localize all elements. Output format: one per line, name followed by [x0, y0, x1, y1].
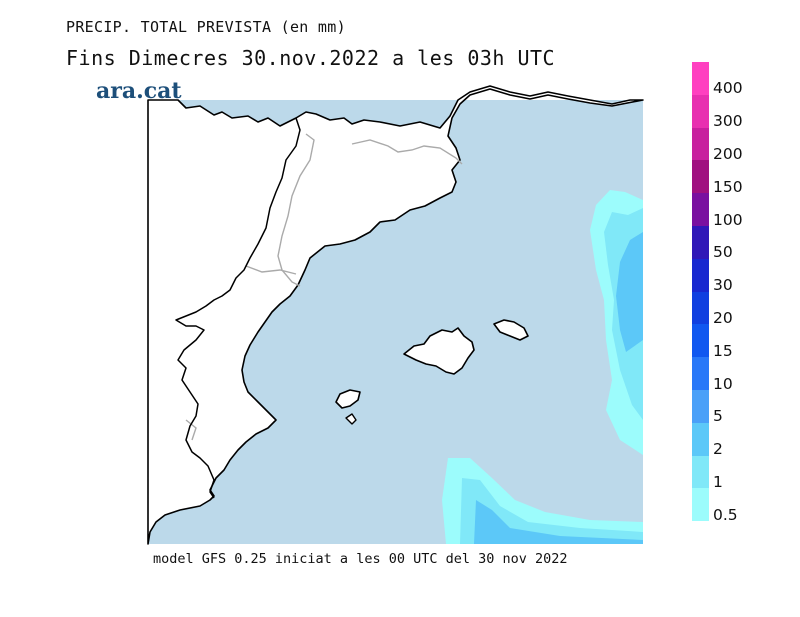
- legend-label-2: 2: [713, 440, 723, 459]
- legend-label-50: 50: [713, 243, 733, 262]
- legend-swatch-10: [692, 357, 709, 390]
- island-eivissa: [335, 389, 361, 409]
- legend-swatch-100: [692, 193, 709, 226]
- model-run-info: model GFS 0.25 iniciat a les 00 UTC del …: [153, 551, 568, 567]
- brand-logo: ara.cat: [96, 78, 182, 104]
- region-borders: [277, 133, 315, 287]
- island-menorca: [493, 319, 529, 341]
- precip-legend: [692, 62, 712, 522]
- legend-label-30: 30: [713, 276, 733, 295]
- legend-label-20: 20: [713, 309, 733, 327]
- region-borders-2: [351, 139, 463, 165]
- chart-title-line2: Fins Dimecres 30.nov.2022 a les 03h UTC: [66, 46, 556, 70]
- legend-label-10: 10: [713, 374, 733, 393]
- legend-swatch-400: [692, 62, 709, 95]
- land-mainland: [147, 85, 644, 545]
- island-formentera: [345, 413, 357, 425]
- legend-label-400: 400: [713, 79, 743, 98]
- legend-swatch-2: [692, 422, 709, 456]
- legend-label-5: 5: [713, 407, 723, 426]
- region-borders-4: [185, 419, 197, 441]
- precip-area-2-east: [616, 232, 643, 352]
- chart-title-line1: PRECIP. TOTAL PREVISTA (en mm): [66, 18, 346, 36]
- legend-swatch-20: [692, 291, 709, 325]
- legend-label-100: 100: [713, 210, 743, 229]
- legend-label-0_5: 0.5: [713, 505, 738, 524]
- legend-swatch-5: [692, 389, 709, 423]
- legend-swatch-0_5: [692, 488, 709, 522]
- legend-label-1: 1: [713, 473, 723, 491]
- legend-swatch-15: [692, 324, 709, 358]
- legend-label-300: 300: [713, 112, 743, 131]
- legend-swatch-1: [692, 455, 709, 489]
- legend-swatch-300: [692, 94, 709, 128]
- precip-area-2-south: [474, 500, 643, 544]
- legend-swatch-30: [692, 258, 709, 292]
- legend-swatch-150: [692, 160, 709, 194]
- national-borders: [175, 117, 301, 499]
- legend-label-150: 150: [713, 177, 743, 196]
- island-mallorca: [403, 327, 475, 375]
- legend-swatch-200: [692, 127, 709, 161]
- legend-swatch-50: [692, 225, 709, 259]
- legend-label-200: 200: [713, 145, 743, 163]
- region-borders-3: [245, 265, 297, 275]
- legend-label-15: 15: [713, 341, 733, 360]
